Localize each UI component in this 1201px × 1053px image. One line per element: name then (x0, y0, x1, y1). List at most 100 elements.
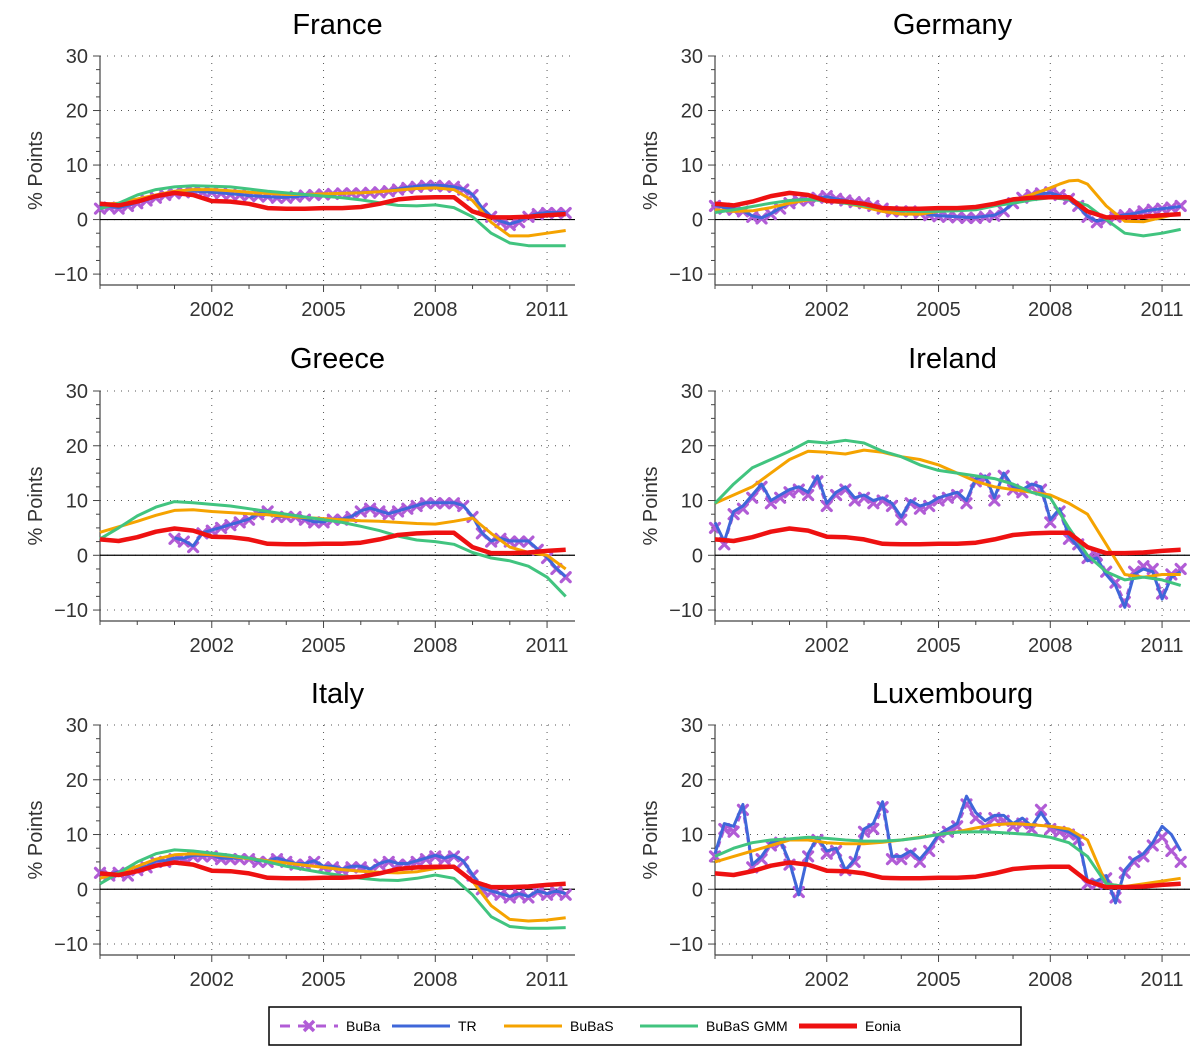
data-point-buba (1174, 199, 1187, 213)
x-tick-label: 2008 (413, 969, 458, 991)
legend-marker (302, 1019, 316, 1033)
y-tick-label: 0 (77, 879, 88, 901)
series-line-bubas-gmm (714, 830, 1181, 888)
series-line-bubas-gmm (99, 500, 567, 598)
x-tick-label: 2011 (526, 299, 569, 321)
data-point-buba (727, 825, 740, 838)
data-point-buba (895, 513, 908, 526)
x-tick-label: 2011 (1141, 635, 1184, 657)
y-tick-label: 30 (66, 46, 88, 68)
y-tick-label: −10 (54, 934, 88, 956)
series-line-eonia (714, 860, 1181, 890)
series-line-bubas-gmm (99, 184, 566, 248)
y-tick-label: 20 (681, 101, 703, 123)
x-tick-label: 2002 (190, 299, 235, 321)
panel-title-italy: Italy (311, 678, 365, 710)
legend-label: TR (458, 1018, 477, 1034)
series-line-eonia (99, 860, 566, 890)
x-tick-label: 2005 (301, 299, 346, 321)
y-axis-label: % Points (25, 467, 47, 546)
y-tick-label: 20 (66, 101, 88, 123)
panel-title-greece: Greece (290, 343, 385, 375)
series-line-bubas (99, 508, 567, 571)
data-point-buba (951, 820, 964, 833)
x-tick-label: 2011 (526, 969, 569, 991)
data-point-buba (1174, 855, 1187, 869)
x-tick-label: 2008 (1028, 299, 1073, 321)
y-axis-label: % Points (25, 131, 47, 210)
panel-luxembourg: Luxembourg −10 0 10 20 30 2002 2005 2008 2011 % Po… (640, 678, 1190, 991)
y-tick-label: 20 (66, 770, 88, 792)
panel-germany: Germany −10 0 10 20 30 2002 2005 2008 2011 % Point… (640, 9, 1190, 321)
legend-item-buba: BuBa (280, 1018, 380, 1034)
data-point-buba (1165, 844, 1178, 858)
series-line-eonia (99, 190, 566, 220)
x-tick-label: 2005 (916, 635, 961, 657)
y-tick-label: 30 (66, 715, 88, 737)
panel-title-ireland: Ireland (908, 343, 997, 375)
x-tick-label: 2002 (805, 969, 850, 991)
y-tick-label: −10 (669, 264, 703, 286)
data-point-buba (988, 494, 1001, 507)
y-tick-label: 0 (692, 210, 703, 232)
y-tick-label: 30 (66, 381, 88, 403)
y-tick-label: 30 (681, 715, 703, 737)
series-line-bubas-gmm (99, 848, 566, 930)
y-axis-label: % Points (640, 801, 662, 880)
y-tick-label: −10 (54, 264, 88, 286)
x-tick-label: 2005 (916, 299, 961, 321)
x-tick-label: 2008 (413, 635, 458, 657)
legend-label: BuBa (346, 1018, 380, 1034)
y-axis-label: % Points (640, 131, 662, 210)
x-tick-label: 2011 (1141, 969, 1184, 991)
x-tick-label: 2002 (190, 635, 235, 657)
y-tick-label: −10 (669, 600, 703, 622)
x-tick-label: 2008 (413, 299, 458, 321)
series-buba (708, 469, 1187, 608)
x-tick-label: 2008 (1028, 969, 1073, 991)
panel-france: France −10 0 10 20 30 2002 2005 2008 2011 % Points (25, 9, 575, 321)
data-point-buba (755, 853, 768, 866)
y-tick-label: 0 (77, 545, 88, 567)
panel-title-germany: Germany (893, 9, 1013, 41)
series-line-tr (174, 501, 567, 578)
y-tick-label: −10 (54, 600, 88, 622)
x-tick-label: 2008 (1028, 635, 1073, 657)
data-point-buba (904, 847, 917, 860)
series-line-bubas (714, 448, 1181, 579)
data-point-buba (960, 497, 973, 510)
panel-title-france: France (292, 9, 382, 41)
y-tick-label: 0 (77, 210, 88, 232)
series-line-eonia (714, 190, 1181, 220)
y-tick-label: 0 (692, 545, 703, 567)
y-tick-label: −10 (669, 934, 703, 956)
x-tick-label: 2005 (301, 969, 346, 991)
y-tick-label: 0 (692, 879, 703, 901)
y-tick-label: 30 (681, 381, 703, 403)
x-tick-label: 2011 (1141, 299, 1184, 321)
y-axis-label: % Points (25, 801, 47, 880)
legend-label: BuBaS (570, 1018, 614, 1034)
y-tick-label: 10 (681, 491, 703, 513)
y-tick-label: 10 (66, 491, 88, 513)
y-tick-label: 20 (681, 436, 703, 458)
legend-item-tr: TR (392, 1018, 477, 1034)
series-line-tr (99, 853, 567, 898)
x-tick-label: 2002 (805, 635, 850, 657)
y-tick-label: 10 (681, 155, 703, 177)
data-point-buba (820, 499, 833, 513)
data-point-buba (1137, 850, 1150, 863)
x-tick-label: 2005 (301, 635, 346, 657)
y-tick-label: 20 (66, 436, 88, 458)
panel-title-luxembourg: Luxembourg (872, 678, 1033, 710)
panel-ireland: Ireland −10 0 10 20 30 2002 2005 2008 2011 % Point… (640, 343, 1190, 657)
x-tick-label: 2011 (526, 635, 569, 657)
data-point-buba (736, 502, 750, 515)
data-point-buba (1044, 516, 1057, 529)
y-tick-label: 10 (681, 825, 703, 847)
panel-greece: Greece −10 0 10 20 30 2002 2005 2008 2011 % Points (25, 343, 575, 657)
x-tick-label: 2002 (805, 299, 850, 321)
legend: BuBa TR BuBaS BuBaS GMM Eonia (268, 1006, 1022, 1046)
x-tick-label: 2002 (190, 969, 235, 991)
x-tick-label: 2005 (916, 969, 961, 991)
